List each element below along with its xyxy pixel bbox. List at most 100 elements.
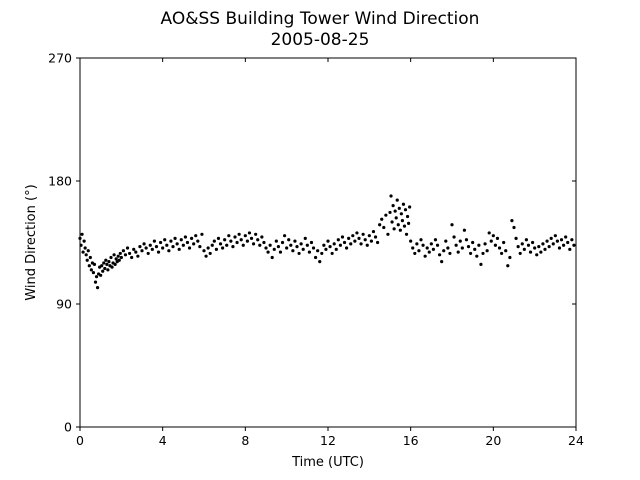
data-point [187,246,192,250]
data-point [202,249,206,253]
data-point [502,240,506,245]
data-point [83,246,87,250]
data-point [185,240,190,245]
data-point [104,258,108,262]
data-point [142,242,146,246]
data-point [181,243,185,247]
data-point [125,246,130,250]
data-point [110,265,114,269]
data-point [177,247,181,251]
data-point [409,239,413,243]
data-point [351,234,355,238]
data-point [94,275,99,279]
data-point [475,254,479,258]
data-point [183,235,187,239]
data-point [429,242,433,246]
data-point [497,246,502,250]
data-point [134,250,138,254]
data-point [398,228,402,232]
data-point [466,245,471,249]
data-point [450,223,454,227]
data-point [330,251,334,256]
data-point [485,249,489,253]
data-point [84,253,88,257]
y-tick-label: 0 [64,420,72,435]
data-point [266,250,270,254]
data-point [320,251,324,256]
data-point [526,243,531,247]
data-point [425,246,429,250]
data-point [318,260,322,264]
x-tick-label: 0 [76,433,84,448]
data-point [305,243,309,247]
data-point [260,235,264,239]
data-point [522,247,526,251]
data-point [80,232,84,236]
data-point [493,243,497,247]
data-point [316,249,320,253]
data-point [175,242,179,246]
data-point [159,240,163,245]
data-point [102,261,106,265]
data-point [245,239,249,243]
data-point [212,239,216,243]
data-point [458,239,462,243]
data-point [192,242,196,246]
data-point [109,255,113,260]
chart-subtitle: 2005-08-25 [271,30,370,50]
data-point [471,240,475,245]
data-point [287,238,291,242]
data-point [361,232,365,236]
data-point [528,250,533,254]
data-point [179,238,183,242]
x-tick-label: 12 [320,433,336,448]
data-point [123,253,128,257]
data-point [397,206,401,210]
data-point [491,234,495,238]
data-point [363,238,367,242]
data-point [132,247,136,251]
data-point [481,251,485,256]
data-point [272,247,276,251]
x-axis-label: Time (UTC) [291,455,364,470]
data-point [506,264,510,268]
data-point [380,217,384,221]
data-point [487,231,491,235]
data-point [378,223,382,227]
data-point [208,251,212,256]
data-point [249,236,254,240]
data-point [150,247,154,251]
data-point [407,221,411,225]
data-point [376,240,380,245]
data-point [82,239,86,243]
data-point [216,236,221,240]
data-point [328,245,332,249]
data-point [256,238,260,242]
data-point [280,240,285,245]
data-point [415,242,419,246]
data-point [440,260,444,264]
data-point [101,269,105,273]
data-point [85,258,89,262]
data-point [113,262,117,266]
data-point [106,268,110,272]
data-point [254,232,258,236]
data-point [243,234,247,238]
data-point [114,257,118,261]
data-point [531,240,535,245]
data-point [460,246,464,250]
data-point [504,249,508,253]
chart-title-block: AO&SS Building Tower Wind Direction 2005… [161,9,480,50]
data-point [402,224,407,228]
data-point [386,232,390,236]
data-point [237,232,241,236]
data-point [405,214,410,219]
data-point [283,234,287,238]
data-point [533,246,537,250]
data-point [169,239,173,243]
data-point [408,205,412,209]
data-point [357,236,361,240]
data-point [293,239,297,243]
data-point [140,249,144,253]
data-point [291,249,295,253]
